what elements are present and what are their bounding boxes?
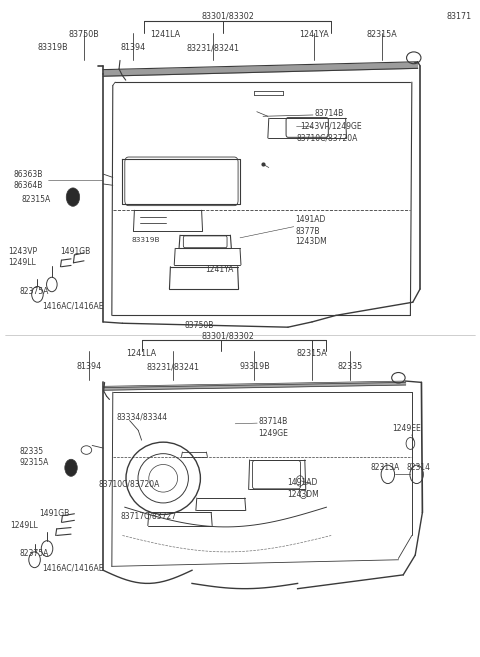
- Text: 1249LL: 1249LL: [9, 258, 36, 267]
- Text: 1491AD: 1491AD: [287, 478, 317, 487]
- Text: 1241YA: 1241YA: [205, 265, 234, 274]
- Text: 82315A: 82315A: [22, 194, 51, 204]
- Text: 1491GB: 1491GB: [60, 247, 90, 256]
- Text: 82375A: 82375A: [19, 286, 48, 296]
- Text: 1243DM: 1243DM: [295, 237, 327, 246]
- Text: 1491AD: 1491AD: [295, 215, 325, 224]
- Text: 81394: 81394: [121, 43, 146, 53]
- Text: 92315A: 92315A: [19, 458, 48, 467]
- Text: 83231/83241: 83231/83241: [146, 362, 199, 371]
- Text: 83710C/83720A: 83710C/83720A: [98, 480, 160, 489]
- Circle shape: [65, 459, 77, 476]
- Text: 83710C/83720A: 83710C/83720A: [297, 133, 358, 143]
- Text: 1241LA: 1241LA: [127, 349, 156, 358]
- Text: 83750B: 83750B: [69, 30, 99, 39]
- Text: 8377B: 8377B: [295, 227, 320, 236]
- Text: 82375A: 82375A: [19, 549, 48, 558]
- Text: 1241YA: 1241YA: [300, 30, 329, 39]
- Text: 83171: 83171: [446, 12, 471, 21]
- Text: 83301/83302: 83301/83302: [202, 332, 254, 341]
- Text: 82313A: 82313A: [371, 463, 399, 472]
- Text: 83301/83302: 83301/83302: [202, 12, 254, 21]
- Text: 1249GE: 1249GE: [258, 429, 288, 438]
- Text: 86363B: 86363B: [13, 170, 43, 179]
- Text: 82315A: 82315A: [366, 30, 397, 39]
- Text: 1243DM: 1243DM: [287, 489, 319, 499]
- Text: 83717C/83727: 83717C/83727: [121, 511, 177, 520]
- Text: 1416AC/1416AE: 1416AC/1416AE: [42, 564, 104, 573]
- Text: 1249EE: 1249EE: [393, 424, 421, 433]
- Text: 82335: 82335: [19, 447, 43, 456]
- Text: 82335: 82335: [338, 362, 363, 371]
- Text: 82315A: 82315A: [297, 349, 327, 358]
- Text: 83319B: 83319B: [37, 43, 68, 53]
- Text: 1491GB: 1491GB: [39, 509, 70, 518]
- Text: 1249LL: 1249LL: [11, 521, 38, 530]
- Text: 83319B: 83319B: [132, 237, 160, 243]
- Text: 86364B: 86364B: [13, 181, 43, 190]
- Text: 83231/83241: 83231/83241: [186, 43, 239, 53]
- Text: 1416AC/1416AE: 1416AC/1416AE: [42, 302, 104, 311]
- Text: 82314: 82314: [407, 463, 431, 472]
- Text: 1243VP/1249GE: 1243VP/1249GE: [300, 122, 361, 131]
- Text: 1243VP: 1243VP: [9, 247, 38, 256]
- Text: 1241LA: 1241LA: [151, 30, 180, 39]
- Text: 83714B: 83714B: [258, 417, 288, 426]
- Circle shape: [66, 188, 80, 206]
- Text: 83714B: 83714B: [314, 109, 344, 118]
- Text: 81394: 81394: [76, 362, 101, 371]
- Text: 93319B: 93319B: [239, 362, 270, 371]
- Text: 83334/83344: 83334/83344: [116, 413, 167, 422]
- Text: 83750B: 83750B: [184, 321, 214, 330]
